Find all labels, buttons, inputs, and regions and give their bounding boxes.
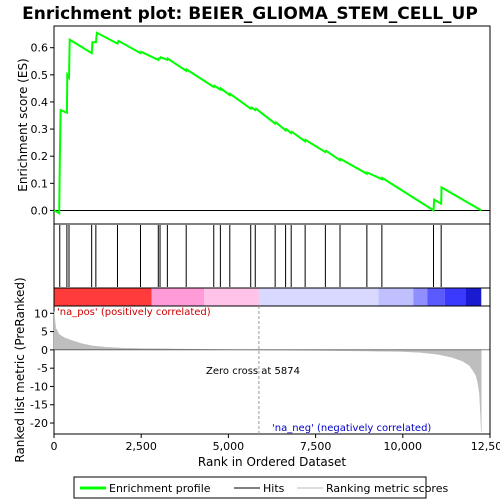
hits-panel-frame — [53, 223, 491, 289]
metric-y-ticks: 10 5 0 -5 -10 -15 -20 — [30, 307, 54, 430]
chart-title: Enrichment plot: BEIER_GLIOMA_STEM_CELL_… — [22, 4, 478, 24]
color-bar-segment — [258, 288, 379, 306]
es-y-tick-label: 0.1 — [31, 177, 49, 190]
hit-lines — [59, 225, 442, 287]
es-y-tick-label: 0.4 — [31, 96, 49, 109]
metric-ylabel: Ranked list metric (PreRanked) — [13, 277, 27, 462]
x-axis-label: Rank in Ordered Dataset — [198, 455, 346, 469]
x-tick-label: 7,500 — [300, 440, 332, 453]
legend-metric-label: Ranking metric scores — [326, 482, 448, 495]
color-bar-segment — [444, 288, 466, 306]
color-bar-segment — [54, 288, 152, 306]
es-y-tick-label: 0.5 — [31, 69, 49, 82]
metric-y-tick-label: -10 — [30, 380, 48, 393]
es-ylabel: Enrichment score (ES) — [16, 58, 30, 191]
legend-enrichment-label: Enrichment profile — [109, 482, 211, 495]
color-bar-segment — [151, 288, 204, 306]
hits-panel — [53, 223, 491, 289]
color-bar-segment — [203, 288, 259, 306]
ranking-metric-area — [53, 311, 482, 433]
es-y-tick-label: 0.2 — [31, 150, 49, 163]
pos-correlated-label: 'na_pos' (positively correlated) — [57, 307, 211, 318]
color-bar-segment — [427, 288, 445, 306]
metric-y-tick-label: 10 — [34, 307, 48, 320]
metric-y-tick-label: 0 — [41, 344, 48, 357]
enrichment-profile-line — [53, 31, 482, 215]
metric-y-tick-label: -5 — [37, 362, 48, 375]
metric-y-tick-label: 5 — [41, 326, 48, 339]
x-tick-label: 12,500 — [471, 440, 500, 453]
x-tick-label: 5,000 — [213, 440, 245, 453]
legend-hits-label: Hits — [263, 482, 285, 495]
es-panel-frame — [53, 25, 491, 225]
neg-correlated-label: 'na_neg' (negatively correlated) — [272, 423, 431, 434]
x-tick-label: 2,500 — [125, 440, 157, 453]
es-panel: 0.0 0.1 0.2 0.3 0.4 0.5 0.6 Enrichment score (… — [16, 25, 491, 225]
es-y-tick-label: 0.6 — [31, 42, 49, 55]
color-bar-segment — [465, 288, 482, 306]
legend: Enrichment profile Hits Ranking metric s… — [73, 476, 448, 499]
x-tick-label: 10,000 — [384, 440, 423, 453]
es-y-tick-label: 0.3 — [31, 123, 49, 136]
color-bar-segment — [413, 288, 428, 306]
x-tick-label: 0 — [51, 440, 58, 453]
ranking-color-bar — [53, 287, 491, 307]
es-y-ticks: 0.0 0.1 0.2 0.3 0.4 0.5 0.6 — [31, 42, 54, 217]
x-axis-ticks: 0 2,500 5,000 7,500 10,000 12,500 — [51, 434, 500, 453]
metric-panel-frame — [53, 305, 491, 435]
es-y-tick-label: 0.0 — [31, 204, 49, 217]
metric-panel: 10 5 0 -5 -10 -15 -20 'na_pos' (positively cor… — [13, 277, 491, 463]
metric-y-tick-label: -15 — [30, 399, 48, 412]
color-bar-segment — [378, 288, 414, 306]
metric-y-tick-label: -20 — [30, 417, 48, 430]
zero-cross-label: Zero cross at 5874 — [206, 366, 300, 377]
